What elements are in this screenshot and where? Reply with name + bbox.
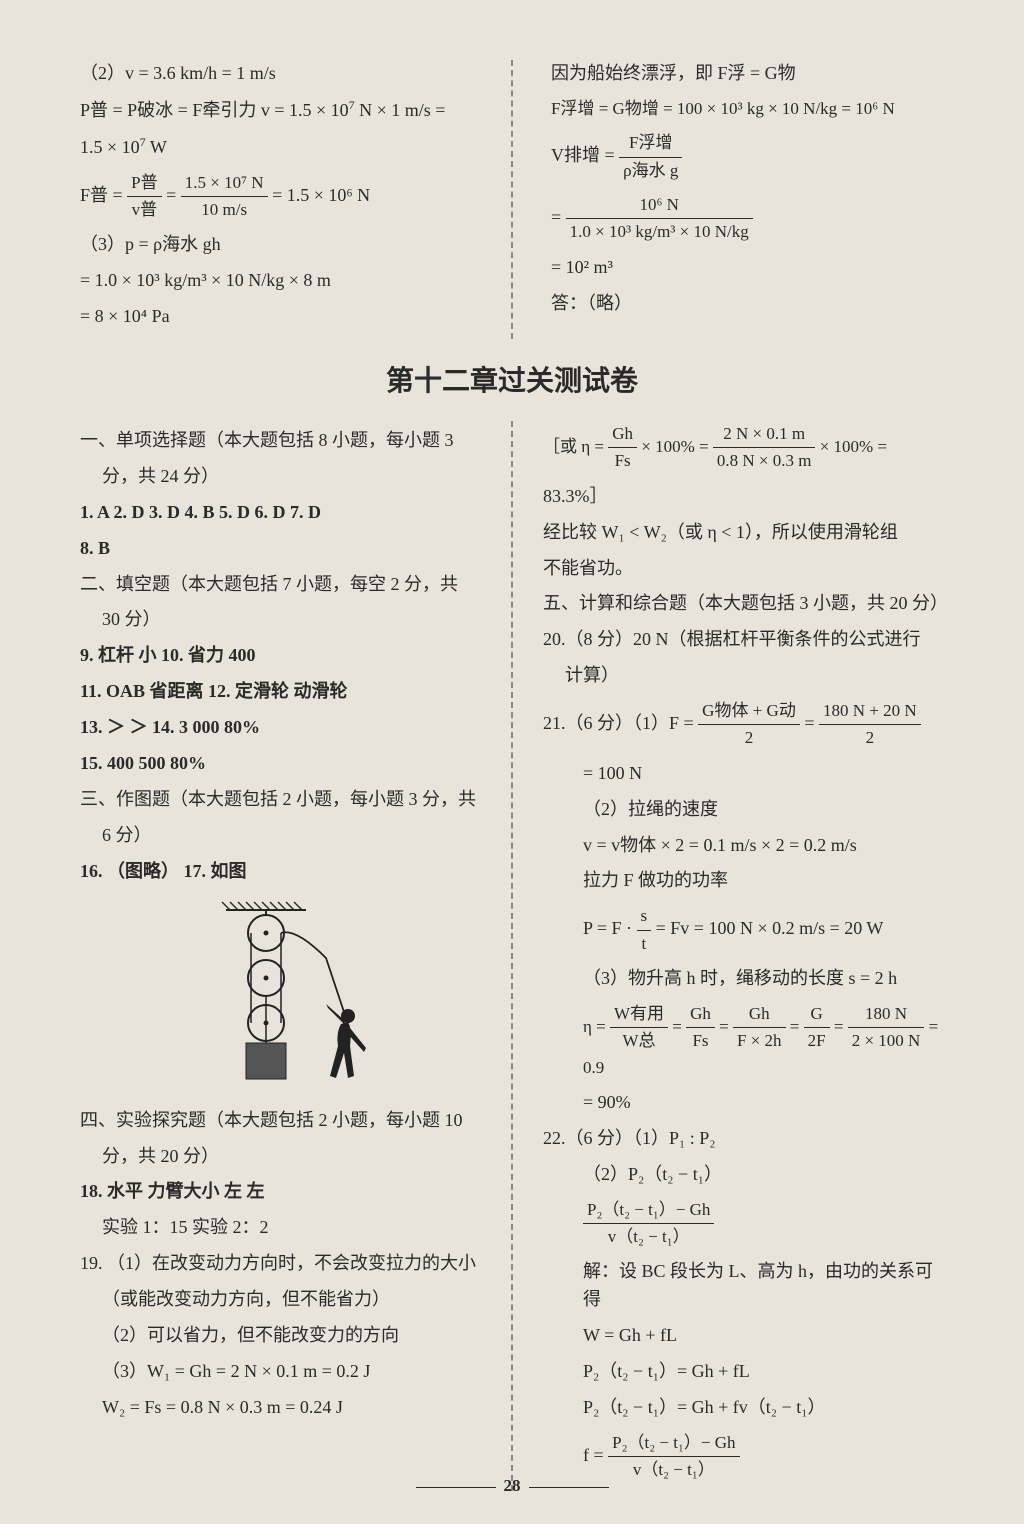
text-line: P普 = P破冰 = F牵引力 v = 1.5 × 107 N × 1 m/s … [80,96,473,125]
text-line: W = Gh + fL [543,1322,944,1350]
chapter-title: 第十二章过关测试卷 [80,359,944,399]
equation-line: P = F · st = Fv = 100 N × 0.2 m/s = 20 W [543,903,944,957]
exp-answer: 18. 水平 力臂大小 左 左 [80,1178,481,1206]
text-line: = 1.0 × 10³ kg/m³ × 10 N/kg × 8 m [80,267,473,295]
fill-answer: 11. OAB 省距离 12. 定滑轮 动滑轮 [80,678,481,706]
section-header: 五、计算和综合题（本大题包括 3 小题，共 20 分） [543,590,944,618]
text-line: = 90% [543,1089,944,1117]
equation-line: P₂（t₂ − t₁）− Ghv（t₂ − t₁） [543,1197,944,1251]
text-line: 1.5 × 107 W [80,133,473,162]
fill-answer: 15. 400 500 80% [80,750,481,778]
section-header-cont: 分，共 20 分） [80,1143,481,1171]
fill-answer: 9. 杠杆 小 10. 省力 400 [80,642,481,670]
text-line: （3）p = ρ海水 gh [80,231,473,259]
equation-line: 21.（6 分）（1）F = G物体 + G动2 = 180 N + 20 N2 [543,698,944,752]
top-left-col: （2）v = 3.6 km/h = 1 m/s P普 = P破冰 = F牵引力 … [80,60,473,339]
text-line: 不能省功。 [543,555,944,583]
text-line: P₂（t₂ − t₁）= Gh + fL [543,1358,944,1386]
calc-answer: 22.（6 分）（1）P₁ : P₂ [543,1125,944,1153]
equation-line: V排增 = F浮增ρ海水 g [551,130,944,184]
text-line: 经比较 W₁ < W₂（或 η < 1），所以使用滑轮组 [543,519,944,547]
exp-answer: （3）W₁ = Gh = 2 N × 0.1 m = 0.2 J [80,1358,481,1386]
section-header: 一、单项选择题（本大题包括 8 小题，每小题 3 [80,427,481,455]
equation-line: F普 = P普v普 = 1.5 × 10⁷ N10 m/s = 1.5 × 10… [80,170,473,224]
section-header-cont: 6 分） [80,822,481,850]
text-line: = 10² m³ [551,254,944,282]
text-line: 拉力 F 做功的功率 [543,867,944,895]
column-divider [511,421,513,1491]
text-line: 因为船始终漂浮，即 F浮 = G物 [551,60,944,88]
right-column: ［或 η = GhFs × 100% = 2 N × 0.1 m0.8 N × … [543,421,944,1491]
mc-answers: 8. B [80,535,481,563]
pulley-figure [80,898,481,1093]
text-line: F浮增 = G物增 = 100 × 10³ kg × 10 N/kg = 10⁶… [551,96,944,122]
equation-line: η = W有用W总 = GhFs = GhF × 2h = G2F = 180 … [543,1001,944,1081]
section-header: 二、填空题（本大题包括 7 小题，每空 2 分，共 [80,571,481,599]
exp-answer: 19. （1）在改变动力方向时，不会改变拉力的大小 [80,1250,481,1278]
page-number: 28 [0,1476,1024,1496]
text-line: P₂（t₂ − t₁）= Gh + fv（t₂ − t₁） [543,1394,944,1422]
top-right-col: 因为船始终漂浮，即 F浮 = G物 F浮增 = G物增 = 100 × 10³ … [551,60,944,339]
drawing-answer: 16. （图略） 17. 如图 [80,858,481,886]
equation-line: ［或 η = GhFs × 100% = 2 N × 0.1 m0.8 N × … [543,421,944,475]
column-divider [511,60,513,339]
text-line: 解：设 BC 段长为 L、高为 h，由功的关系可得 [543,1258,944,1314]
fill-answer: 13. ＞ ＞ 14. 3 000 80% [80,714,481,742]
section-header: 三、作图题（本大题包括 2 小题，每小题 3 分，共 [80,786,481,814]
calc-answer: 20.（8 分）20 N（根据杠杆平衡条件的公式进行 [543,626,944,654]
text-line: （3）物升高 h 时，绳移动的长度 s = 2 h [543,965,944,993]
left-column: 一、单项选择题（本大题包括 8 小题，每小题 3 分，共 24 分） 1. A … [80,421,481,1491]
text-line: = 8 × 10⁴ Pa [80,303,473,331]
exp-answer: （2）可以省力，但不能改变力的方向 [80,1322,481,1350]
text-line: 83.3%］ [543,483,944,511]
section-header-cont: 分，共 24 分） [80,463,481,491]
exp-answer: W₂ = Fs = 0.8 N × 0.3 m = 0.24 J [80,1394,481,1422]
exp-answer: （或能改变动力方向，但不能省力） [80,1286,481,1314]
text-line: （2）P₂（t₂ − t₁） [543,1161,944,1189]
text-line: 答：（略） [551,290,944,318]
section-header: 四、实验探究题（本大题包括 2 小题，每小题 10 [80,1107,481,1135]
mc-answers: 1. A 2. D 3. D 4. B 5. D 6. D 7. D [80,499,481,527]
top-continuation: （2）v = 3.6 km/h = 1 m/s P普 = P破冰 = F牵引力 … [80,60,944,339]
text-line: （2）v = 3.6 km/h = 1 m/s [80,60,473,88]
calc-answer: 计算） [543,662,944,690]
text-line: v = v物体 × 2 = 0.1 m/s × 2 = 0.2 m/s [543,832,944,860]
text-line: = 100 N [543,760,944,788]
text-line: （2）拉绳的速度 [543,796,944,824]
main-content: 一、单项选择题（本大题包括 8 小题，每小题 3 分，共 24 分） 1. A … [80,421,944,1491]
section-header-cont: 30 分） [80,606,481,634]
equation-line: = 10⁶ N1.0 × 10³ kg/m³ × 10 N/kg [551,192,944,246]
exp-answer: 实验 1：15 实验 2：2 [80,1214,481,1242]
